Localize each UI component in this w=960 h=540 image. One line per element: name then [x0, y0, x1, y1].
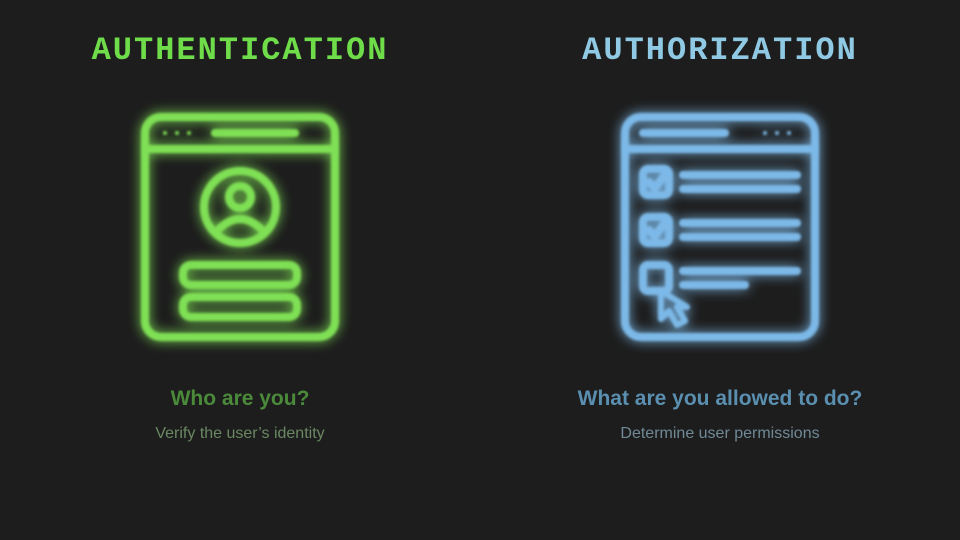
authentication-panel: AUTHENTICATION Who are you? Verify the u	[0, 0, 480, 540]
authorization-panel: AUTHORIZATION	[480, 0, 960, 540]
authorization-question: What are you allowed to do?	[578, 387, 863, 411]
checklist-form-icon	[605, 97, 835, 357]
authorization-subtitle: Determine user permissions	[620, 425, 819, 443]
authentication-title: AUTHENTICATION	[92, 32, 389, 69]
authentication-question: Who are you?	[171, 387, 310, 411]
authorization-title: AUTHORIZATION	[582, 32, 858, 69]
authentication-subtitle: Verify the user’s identity	[155, 425, 324, 443]
login-form-icon	[125, 97, 355, 357]
